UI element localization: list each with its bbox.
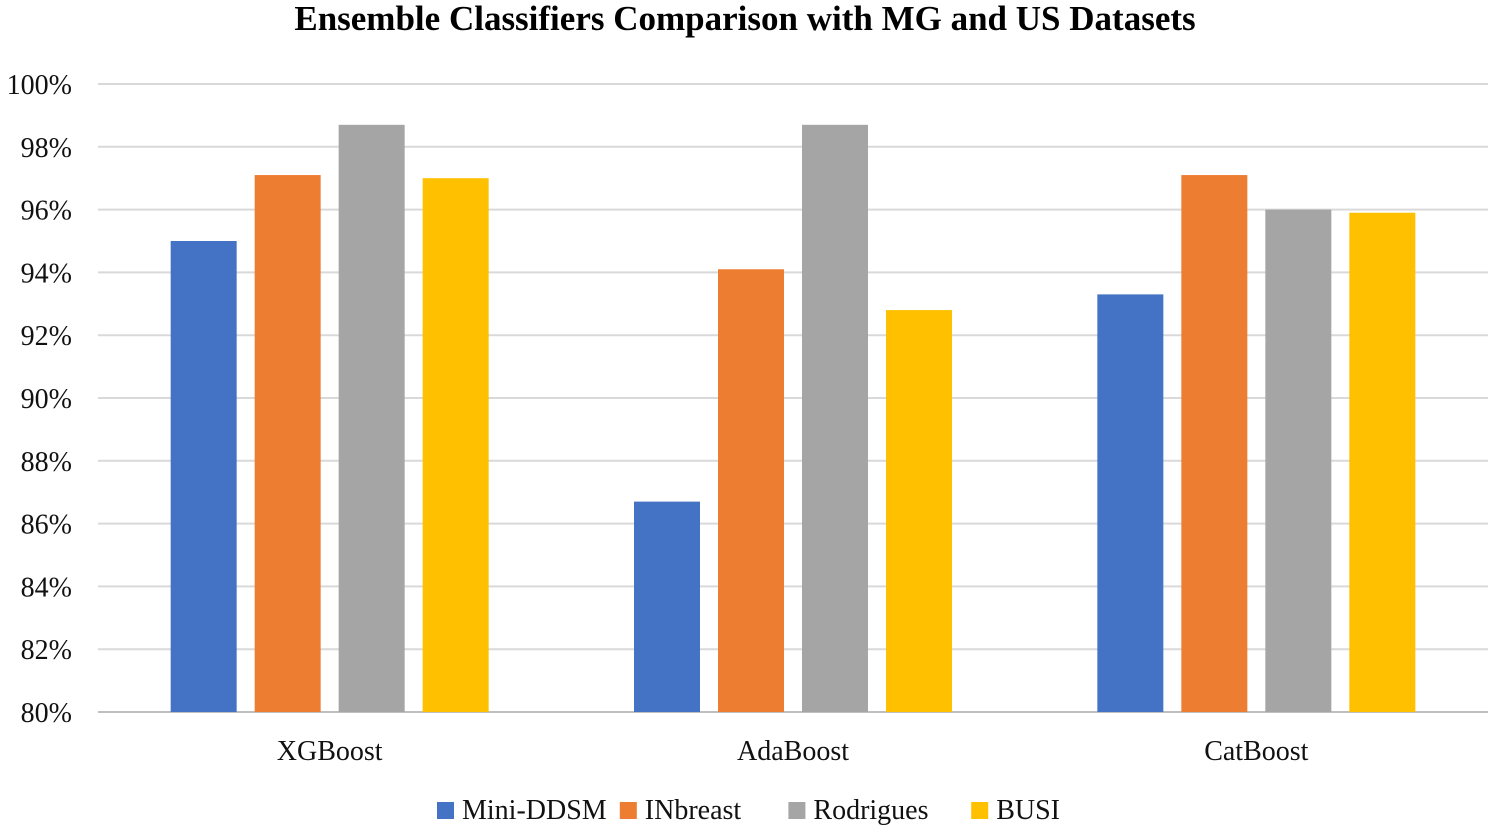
legend-swatch-mini-ddsm: [437, 802, 454, 819]
legend-swatch-busi: [971, 802, 989, 819]
bar-xgboost-mini-ddsm: [170, 241, 237, 712]
y-tick-label-94: 94%: [21, 258, 72, 289]
bar-adaboost-inbreast: [718, 269, 784, 712]
x-tick-label-adaboost: AdaBoost: [737, 736, 849, 767]
y-tick-label-88: 88%: [21, 447, 72, 478]
bar-catboost-rodrigues: [1265, 209, 1332, 712]
bar-adaboost-mini-ddsm: [634, 501, 700, 712]
bar-xgboost-inbreast: [254, 175, 321, 712]
legend-label-mini-ddsm: Mini-DDSM: [462, 795, 607, 826]
x-tick-label-xgboost: XGBoost: [277, 736, 383, 767]
y-tick-label-86: 86%: [21, 510, 72, 541]
bar-catboost-busi: [1349, 212, 1416, 713]
y-tick-label-80: 80%: [21, 698, 72, 729]
legend-label-busi: BUSI: [996, 795, 1060, 826]
chart-title: Ensemble Classifiers Comparison with MG …: [294, 0, 1196, 38]
x-tick-label-catboost: CatBoost: [1204, 736, 1308, 767]
bar-adaboost-rodrigues: [802, 124, 868, 712]
legend-label-rodrigues: Rodrigues: [813, 795, 928, 826]
y-tick-label-100: 100%: [7, 70, 72, 101]
legend-swatch-rodrigues: [788, 802, 806, 819]
bar-xgboost-busi: [422, 178, 489, 712]
y-tick-label-84: 84%: [21, 572, 72, 603]
bar-xgboost-rodrigues: [338, 124, 405, 712]
y-tick-label-98: 98%: [21, 133, 72, 164]
bar-catboost-mini-ddsm: [1097, 294, 1164, 712]
bar-catboost-inbreast: [1181, 175, 1248, 712]
y-tick-label-96: 96%: [21, 196, 72, 227]
legend-swatch-inbreast: [619, 802, 637, 819]
y-tick-label-82: 82%: [21, 635, 72, 666]
y-tick-label-92: 92%: [21, 321, 72, 352]
bar-adaboost-busi: [886, 310, 952, 712]
legend-label-inbreast: INbreast: [645, 795, 742, 826]
y-tick-label-90: 90%: [21, 384, 72, 415]
